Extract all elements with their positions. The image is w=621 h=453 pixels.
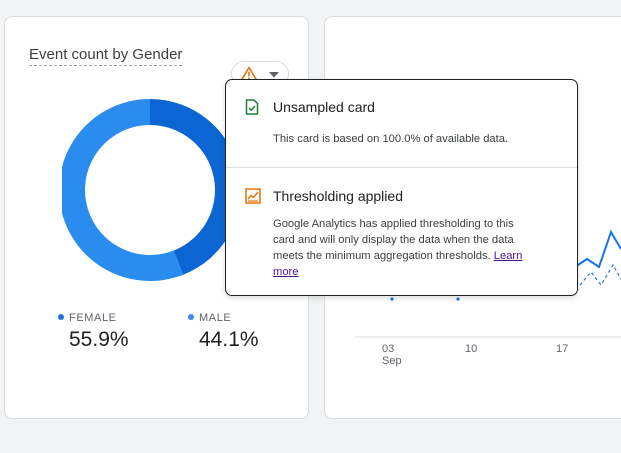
thresholding-body-line: meets the minimum aggregation thresholds… (273, 250, 491, 262)
x-sublabel: Sep (382, 355, 402, 367)
female-value: 55.9% (69, 328, 129, 351)
data-point (390, 297, 394, 301)
female-dot (58, 314, 64, 320)
legend-female: FEMALE (58, 312, 117, 324)
thresholding-body-line: Google Analytics has applied thresholdin… (273, 218, 514, 230)
x-tick-label: 10 (465, 343, 478, 355)
male-dot (188, 314, 194, 320)
donut-slice-male[interactable] (150, 99, 241, 275)
card-title: Event count by Gender (29, 46, 183, 66)
series-line-current (574, 229, 621, 269)
data-point (456, 297, 460, 301)
thresholding-body: Google Analytics has applied thresholdin… (273, 216, 569, 280)
learn-more-link[interactable]: Learn (493, 250, 523, 262)
donut-chart (62, 99, 241, 281)
popover-divider (226, 167, 577, 168)
series-line-comparison (579, 263, 621, 287)
thresholding-body-line: card and will only display the data when… (273, 234, 514, 246)
thresholding-body-line-3: meets the minimum aggregation thresholds… (273, 248, 569, 264)
thresholding-title: Thresholding applied (273, 188, 403, 204)
legend-male-label: MALE (199, 312, 232, 324)
data-quality-popover: Unsampled card This card is based on 100… (225, 79, 578, 296)
donut-slice-female[interactable] (62, 99, 183, 281)
line-chart (355, 229, 621, 338)
learn-more-link-cont[interactable]: more (273, 266, 299, 278)
thresholding-section: Thresholding applied Google Analytics ha… (226, 168, 577, 296)
unsampled-title: Unsampled card (273, 99, 375, 115)
x-tick-label: 03 (382, 343, 395, 355)
unsampled-section: Unsampled card This card is based on 100… (226, 80, 577, 167)
unsampled-card-icon (245, 99, 259, 115)
legend-female-label: FEMALE (69, 312, 117, 324)
legend-male: MALE (188, 312, 231, 324)
male-value: 44.1% (199, 328, 259, 351)
thresholding-icon (245, 188, 261, 204)
x-tick-label: 17 (556, 343, 569, 355)
card-title-text[interactable]: Event count by Gender (29, 46, 183, 66)
unsampled-body: This card is based on 100.0% of availabl… (273, 133, 509, 145)
chevron-down-icon (269, 72, 279, 78)
